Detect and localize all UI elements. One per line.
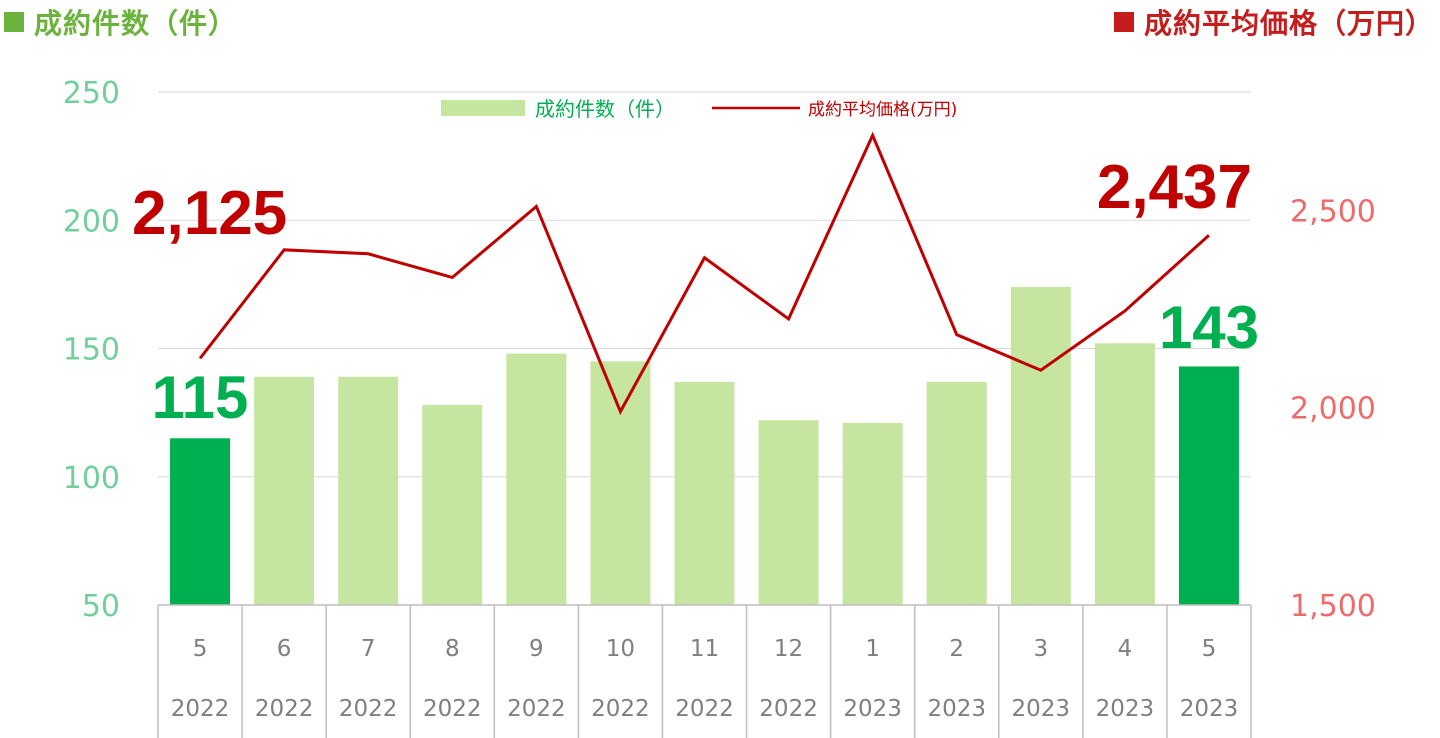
- month-tick-label: 6: [277, 636, 292, 662]
- bar: [254, 376, 315, 605]
- month-tick-label: 10: [606, 636, 635, 662]
- year-tick-label: 2023: [1096, 696, 1155, 722]
- month-tick-label: 11: [690, 636, 719, 662]
- month-tick-label: 4: [1118, 636, 1133, 662]
- right-axis-header-label: 成約平均価格（万円）: [1143, 7, 1434, 40]
- right-axis-tick-label: 1,500: [1290, 589, 1376, 624]
- year-tick-label: 2022: [759, 696, 818, 722]
- year-tick-label: 2022: [591, 696, 650, 722]
- year-tick-label: 2023: [1180, 696, 1239, 722]
- callout-count-first: 115: [152, 364, 249, 431]
- bar: [170, 438, 231, 605]
- month-tick-label: 2: [949, 636, 964, 662]
- year-tick-label: 2022: [675, 696, 734, 722]
- bar: [674, 381, 735, 605]
- left-axis-header-label: 成約件数（件）: [34, 7, 238, 40]
- bar: [1010, 286, 1071, 605]
- callout-count-last: 143: [1159, 294, 1259, 361]
- year-tick-label: 2023: [843, 696, 902, 722]
- bar: [590, 361, 651, 605]
- legend-line-label: 成約平均価格(万円): [808, 100, 957, 120]
- month-tick-label: 7: [361, 636, 376, 662]
- price-line: [198, 131, 1210, 416]
- month-tick-label: 5: [1202, 636, 1217, 662]
- bar: [758, 420, 819, 605]
- year-tick-label: 2023: [927, 696, 986, 722]
- month-tick-label: 5: [193, 636, 208, 662]
- year-tick-label: 2022: [339, 696, 398, 722]
- red-square-icon: [1113, 12, 1134, 32]
- bar: [926, 381, 987, 605]
- callout-price-first: 2,125: [132, 179, 287, 248]
- left-axis-tick-label: 150: [63, 333, 120, 368]
- left-axis-header: 成約件数（件）: [4, 2, 237, 42]
- left-axis-tick-label: 100: [63, 461, 120, 496]
- left-axis-tick-label: 200: [63, 204, 120, 239]
- year-tick-label: 2022: [171, 696, 230, 722]
- right-axis-tick-label: 2,000: [1290, 392, 1376, 427]
- bar: [842, 422, 903, 605]
- right-axis-tick-label: 2,500: [1290, 194, 1376, 229]
- legend-bar-swatch: [441, 100, 525, 116]
- legend-bar-label: 成約件数（件）: [535, 97, 675, 121]
- year-tick-label: 2023: [1012, 696, 1071, 722]
- left-axis-tick-label: 50: [82, 589, 120, 624]
- bar: [422, 404, 483, 605]
- year-tick-label: 2022: [507, 696, 566, 722]
- month-tick-label: 8: [445, 636, 460, 662]
- bar: [338, 376, 399, 605]
- month-tick-label: 1: [865, 636, 880, 662]
- year-tick-label: 2022: [423, 696, 482, 722]
- callout-price-last: 2,437: [1097, 153, 1252, 222]
- month-tick-label: 12: [774, 636, 803, 662]
- month-tick-label: 3: [1033, 636, 1048, 662]
- bar: [1178, 366, 1239, 605]
- bar: [506, 353, 567, 605]
- year-tick-label: 2022: [255, 696, 314, 722]
- month-tick-label: 9: [529, 636, 544, 662]
- left-axis-tick-label: 250: [63, 76, 120, 111]
- bar: [1094, 343, 1155, 605]
- right-axis-header: 成約平均価格（万円）: [1113, 2, 1434, 42]
- green-square-icon: [4, 12, 24, 32]
